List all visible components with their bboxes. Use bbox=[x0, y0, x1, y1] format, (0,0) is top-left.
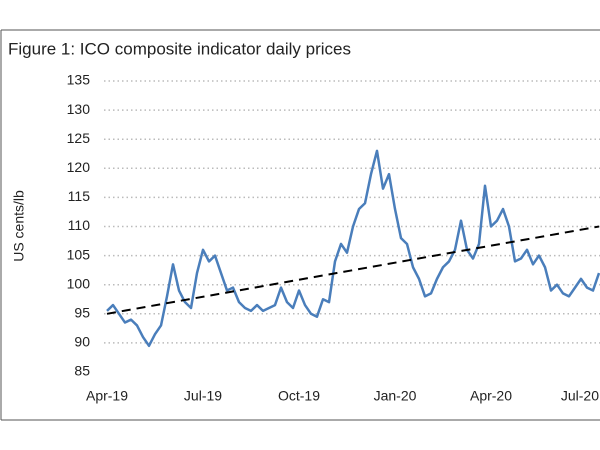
chart-title: Figure 1: ICO composite indicator daily … bbox=[8, 39, 351, 58]
y-tick-label: 95 bbox=[74, 305, 90, 321]
y-tick-label: 130 bbox=[67, 101, 91, 117]
x-tick-label: Jul-19 bbox=[184, 388, 222, 404]
y-axis-label: US cents/lb bbox=[11, 190, 27, 262]
y-tick-label: 90 bbox=[74, 334, 90, 350]
y-tick-label: 105 bbox=[67, 246, 91, 262]
y-tick-label: 120 bbox=[67, 159, 91, 175]
x-tick-label: Jan-20 bbox=[374, 388, 417, 404]
y-tick-label: 135 bbox=[67, 72, 91, 88]
y-tick-label: 115 bbox=[68, 188, 91, 204]
x-tick-label: Apr-20 bbox=[470, 388, 512, 404]
price-line bbox=[106, 149, 600, 348]
x-tick-label: Apr-19 bbox=[86, 388, 128, 404]
y-tick-label: 100 bbox=[67, 275, 91, 291]
trend-line bbox=[106, 225, 600, 315]
y-tick-label: 125 bbox=[67, 130, 91, 146]
x-tick-label: Jul-20 bbox=[561, 388, 599, 404]
x-tick-label: Oct-19 bbox=[278, 388, 320, 404]
y-tick-label: 110 bbox=[68, 217, 91, 233]
y-tick-label: 85 bbox=[74, 363, 90, 379]
